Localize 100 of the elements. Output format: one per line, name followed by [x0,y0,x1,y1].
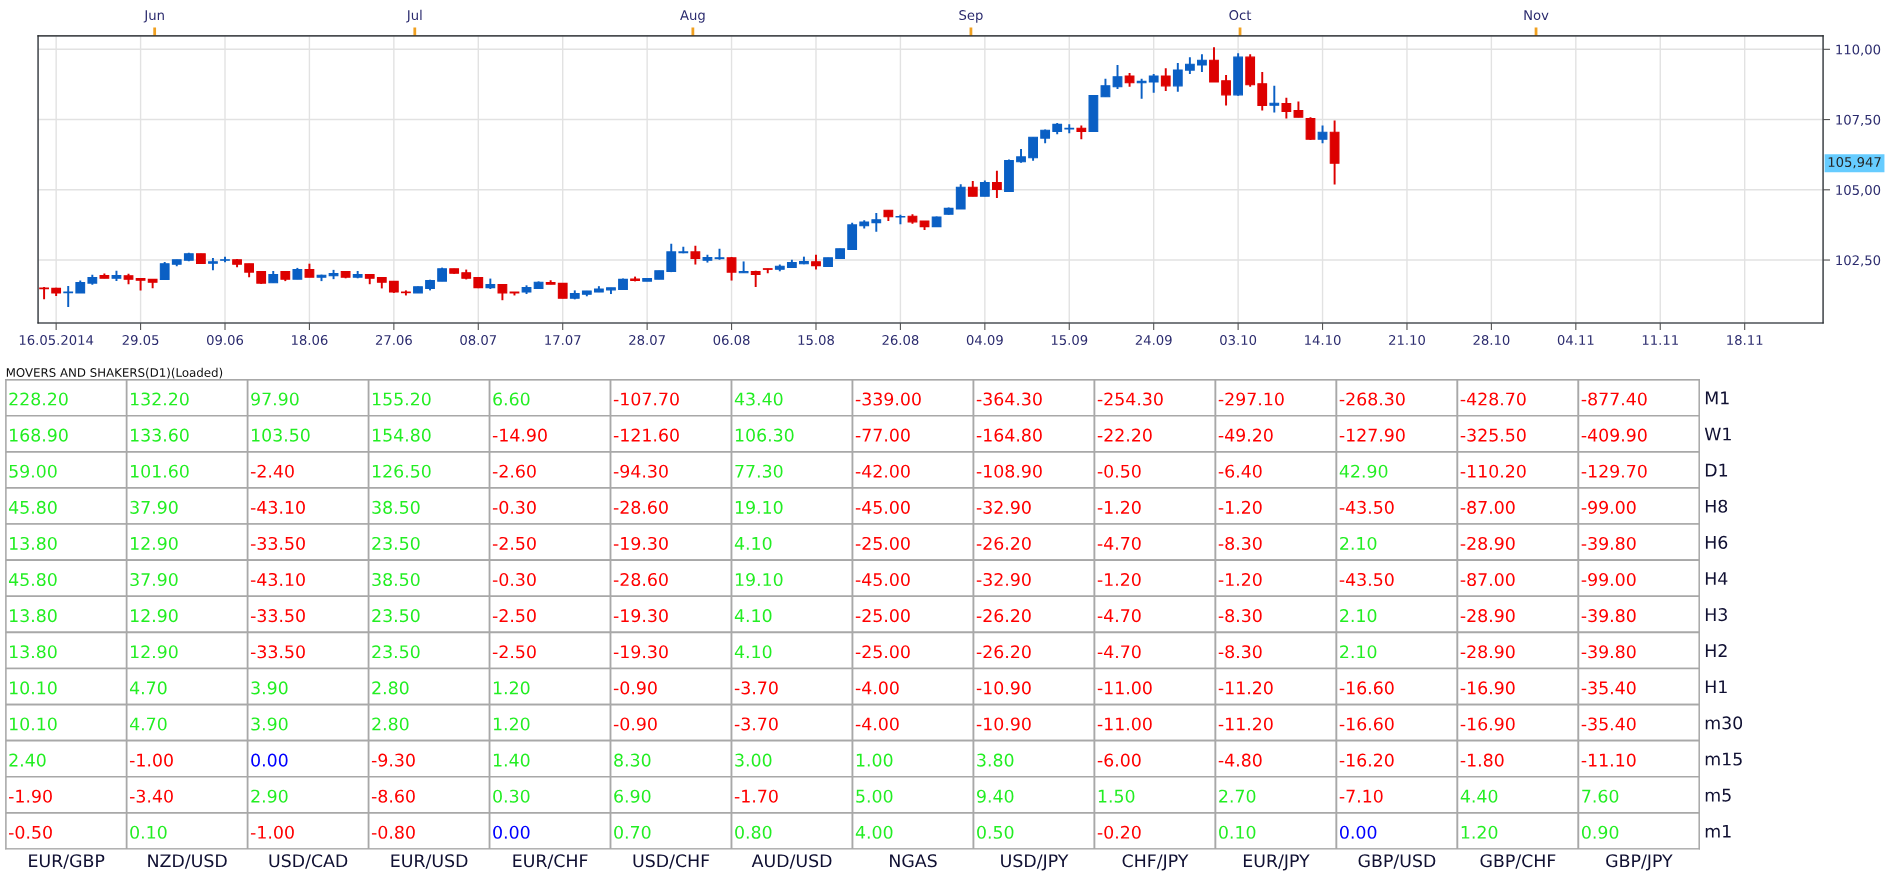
candlestick [1257,71,1268,112]
x-tick-label: 04.09 [966,335,1003,345]
data-label: -22.20 [1097,428,1152,442]
y-tick-label: m1 [1705,824,1731,838]
candlestick [690,244,701,266]
data-label: -49.20 [1218,428,1273,442]
data-label: -164.80 [976,428,1042,442]
data-label: 2.70 [1219,789,1256,803]
data-label: -39.80 [1581,609,1636,623]
data-label: -3.70 [734,681,778,695]
data-label: -6.00 [1097,753,1141,767]
data-label: -11.00 [1097,681,1152,695]
data-label: -11.20 [1218,681,1273,695]
x-tick-label: AUD/USD [751,854,832,869]
data-label: -4.00 [855,681,899,695]
data-label: -254.30 [1097,392,1163,406]
x-tick-label: GBP/JPY [1606,854,1673,871]
data-label: 6.60 [493,392,530,406]
data-label: 133.60 [131,428,189,442]
candlestick [1269,84,1280,114]
y-tick-label: 110,00 [1836,44,1881,56]
data-label: -4.70 [1097,536,1141,551]
y-tick-label: m15 [1705,752,1742,766]
data-label: 10.10 [10,717,57,731]
data-label: 8.30 [614,753,651,767]
y-tick-label: H3 [1705,608,1727,622]
data-label: 3.80 [977,753,1014,767]
data-label: -25.00 [855,609,910,623]
data-label: 59.00 [9,464,57,478]
data-label: -4.70 [1097,609,1141,623]
data-label: 2.80 [372,717,409,731]
y-tick-label: H2 [1705,644,1727,657]
data-label: 103.50 [251,428,310,442]
x-tick-label: 06.08 [713,335,750,345]
data-label: 228.20 [9,392,68,406]
data-label: 2.80 [372,681,409,695]
x-tick-label: 15.09 [1051,335,1088,345]
x-tick-label: 18.11 [1727,335,1763,345]
data-label: -10.90 [976,681,1031,695]
data-label: 4.10 [734,536,772,551]
candlestick [63,284,74,308]
data-label: 12.90 [131,645,178,659]
data-label: -6.40 [1218,464,1262,478]
data-label: 77.30 [735,464,783,478]
x-tick-label: EUR/CHF [513,854,588,869]
data-label: -43.50 [1339,572,1394,587]
data-label: 9.40 [977,789,1014,803]
x-tick-label: 24.09 [1135,335,1172,345]
data-label: -4.00 [855,717,899,731]
data-label: 2.10 [1340,536,1377,551]
data-label: -25.00 [855,645,910,659]
data-label: -0.90 [613,717,657,731]
data-label: -1.00 [250,825,294,839]
y-tick-label: H8 [1705,499,1728,513]
x2-tick-label: Jun [143,10,164,23]
data-label: -2.40 [250,464,294,478]
data-label: -0.80 [371,825,415,839]
data-label: 1.20 [1461,825,1498,839]
data-label: 0.00 [1340,825,1377,839]
x-tick-label: 28.07 [629,335,665,345]
data-label: -1.90 [8,789,52,803]
x-tick-label: GBP/CHF [1480,854,1556,869]
data-label: -28.90 [1460,645,1515,659]
data-label: -409.90 [1581,428,1647,442]
data-label: 12.90 [131,609,178,623]
data-label: 4.70 [129,717,167,731]
data-label: 154.80 [372,428,431,442]
data-label: -110.20 [1460,464,1526,478]
data-label: -2.50 [492,609,536,623]
x2-tick-label: Sep [959,10,983,23]
data-label: -2.50 [492,645,536,659]
data-label: -16.90 [1460,717,1515,731]
data-label: 126.50 [372,464,431,478]
data-label: -45.00 [855,500,910,514]
x-tick-label: 26.08 [882,335,919,345]
data-label: -1.20 [1097,572,1141,587]
data-label: -19.30 [613,645,668,659]
data-label: 1.00 [856,753,893,767]
x2-tick-label: Oct [1229,10,1252,21]
data-label: -127.90 [1339,428,1405,442]
data-label: -16.90 [1460,681,1515,695]
x-tick-label: GBP/USD [1358,854,1436,869]
x-tick-label: 08.07 [460,335,497,345]
data-label: -297.10 [1218,392,1284,406]
data-label: 38.50 [372,500,420,514]
data-label: -28.60 [613,572,668,587]
data-label: -19.30 [613,609,668,623]
data-label: -11.00 [1097,717,1152,731]
data-label: -33.50 [250,645,305,659]
y-tick-label: H1 [1705,680,1727,694]
x2-tick-label: Jul [406,9,422,23]
data-label: -99.00 [1581,500,1636,514]
data-label: -11.10 [1581,753,1636,767]
data-label: -28.90 [1460,609,1515,623]
data-label: -35.40 [1581,717,1636,731]
candlestick [955,183,966,210]
candlestick [738,260,749,274]
data-label: 7.60 [1582,789,1619,803]
data-label: 2.10 [1340,609,1377,623]
data-label: -0.50 [1097,464,1141,478]
